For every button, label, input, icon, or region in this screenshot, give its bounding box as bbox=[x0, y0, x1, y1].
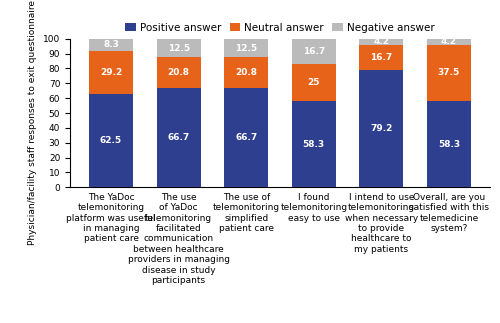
Bar bbox=[156, 57, 200, 88]
Text: 66.7: 66.7 bbox=[168, 133, 190, 142]
Text: 12.5: 12.5 bbox=[235, 44, 258, 53]
Bar bbox=[360, 39, 404, 45]
Text: 12.5: 12.5 bbox=[168, 44, 190, 53]
Bar bbox=[89, 51, 133, 94]
Text: 37.5: 37.5 bbox=[438, 68, 460, 78]
Text: 58.3: 58.3 bbox=[438, 140, 460, 149]
Bar bbox=[224, 57, 268, 88]
Bar bbox=[156, 88, 200, 187]
Text: 79.2: 79.2 bbox=[370, 124, 392, 133]
Text: 16.7: 16.7 bbox=[370, 53, 392, 62]
Bar bbox=[156, 39, 200, 57]
Bar bbox=[427, 101, 471, 187]
Text: 62.5: 62.5 bbox=[100, 136, 122, 145]
Bar bbox=[360, 70, 404, 187]
Text: 4.2: 4.2 bbox=[374, 37, 390, 46]
Bar bbox=[89, 39, 133, 51]
Text: 16.7: 16.7 bbox=[302, 47, 325, 56]
Y-axis label: Physician/facility staff responses to exit questionnaire (%): Physician/facility staff responses to ex… bbox=[28, 0, 38, 245]
Bar bbox=[360, 45, 404, 70]
Text: 8.3: 8.3 bbox=[103, 40, 119, 49]
Bar bbox=[292, 64, 336, 101]
Bar bbox=[89, 94, 133, 187]
Legend: Positive answer, Neutral answer, Negative answer: Positive answer, Neutral answer, Negativ… bbox=[121, 19, 439, 37]
Text: 66.7: 66.7 bbox=[235, 133, 258, 142]
Text: 20.8: 20.8 bbox=[235, 68, 257, 77]
Text: 25: 25 bbox=[308, 78, 320, 87]
Text: 4.2: 4.2 bbox=[441, 37, 457, 47]
Bar bbox=[224, 88, 268, 187]
Bar bbox=[292, 101, 336, 187]
Bar bbox=[427, 39, 471, 45]
Text: 20.8: 20.8 bbox=[168, 68, 190, 77]
Text: 58.3: 58.3 bbox=[302, 140, 325, 149]
Text: 29.2: 29.2 bbox=[100, 68, 122, 77]
Bar bbox=[427, 45, 471, 101]
Bar bbox=[224, 39, 268, 57]
Bar bbox=[292, 39, 336, 64]
